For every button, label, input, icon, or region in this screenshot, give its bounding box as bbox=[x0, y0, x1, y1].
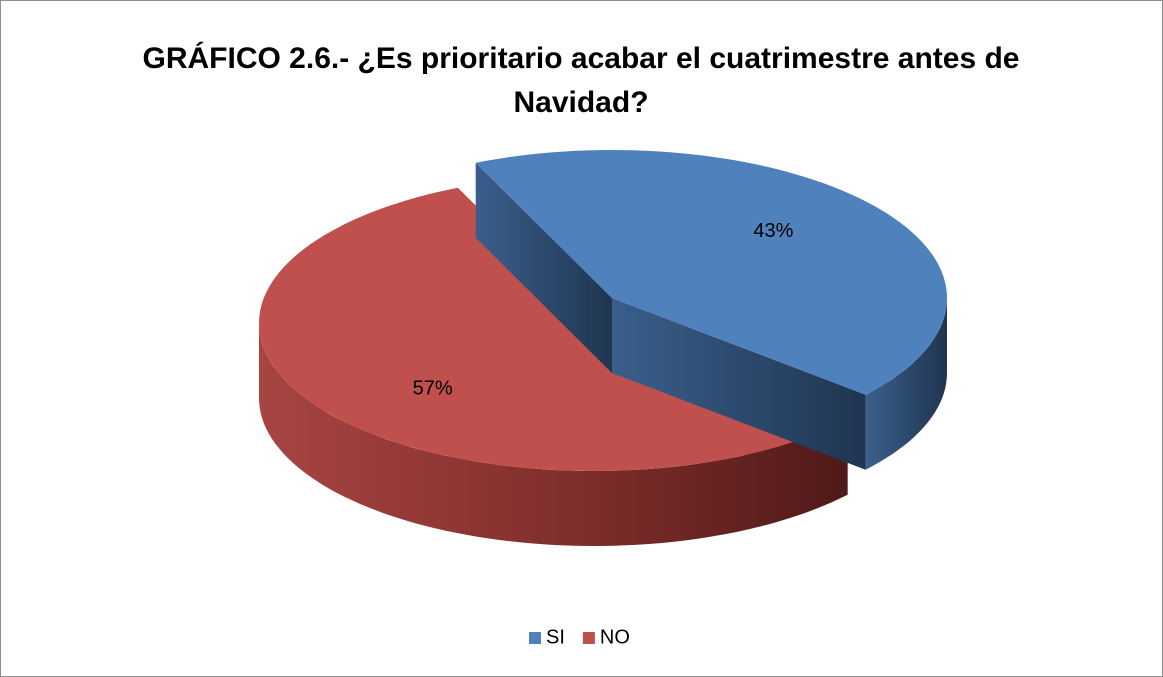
slice-side bbox=[259, 323, 848, 546]
slice-wall bbox=[612, 298, 866, 470]
slice-side bbox=[865, 298, 947, 470]
legend-swatch bbox=[529, 632, 541, 644]
slice bbox=[475, 150, 947, 395]
legend-label: SI bbox=[546, 626, 565, 648]
legend-label: NO bbox=[600, 626, 630, 648]
legend-swatch bbox=[582, 632, 595, 644]
slice-wall bbox=[475, 162, 612, 373]
data-label: 43% bbox=[753, 220, 793, 242]
data-label: 57% bbox=[413, 377, 453, 399]
chart-title: GRÁFICO 2.6.- ¿Es prioritario acabar el … bbox=[142, 42, 1020, 119]
